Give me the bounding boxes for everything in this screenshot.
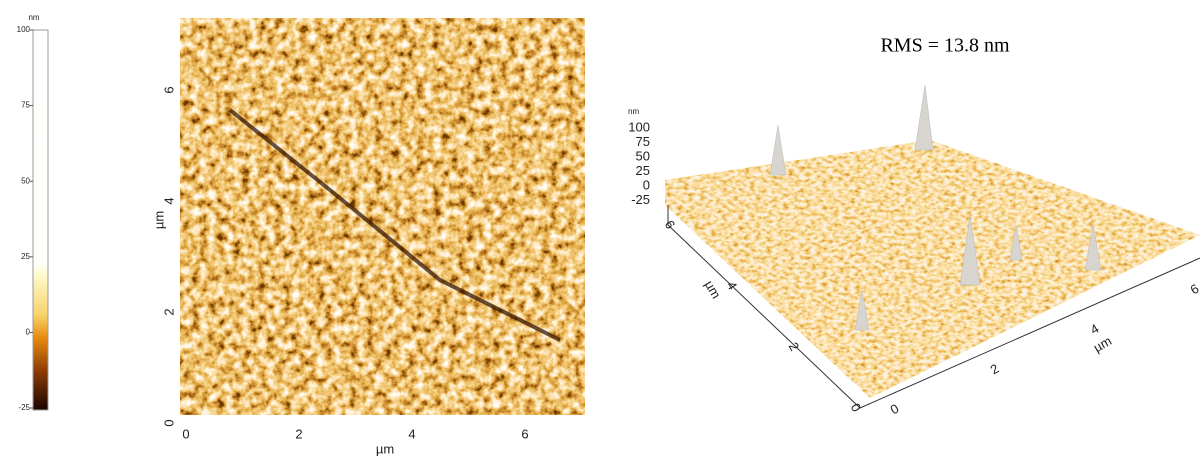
colorbar-tick-label: -25 [18, 403, 30, 412]
x-tick-label: 6 [521, 426, 528, 441]
colorbar-tick-label: 100 [17, 25, 31, 34]
z-unit: nm [628, 107, 639, 116]
x-tick-label-3d: 4 [1088, 321, 1102, 338]
x-tick-label-3d: 6 [1188, 281, 1202, 298]
height-image [180, 18, 585, 415]
x-tick-label: 4 [408, 426, 415, 441]
x-axis-label: µm [376, 441, 394, 456]
x-tick-label: 0 [182, 426, 189, 441]
surface-3d [660, 130, 1203, 405]
colorbar-tick-label: 50 [21, 176, 30, 185]
y-tick-label-3d: 0 [848, 401, 865, 415]
z-tick-label: -25 [631, 192, 650, 207]
y-axis-label: µm [151, 211, 166, 229]
x-tick-label-3d: 2 [988, 361, 1002, 378]
z-tick-label: 25 [636, 163, 650, 178]
y-tick-label: 4 [161, 197, 176, 204]
colorbar-tick-label: 25 [21, 252, 30, 261]
z-tick-label: 0 [643, 177, 650, 192]
y-tick-label: 0 [161, 419, 176, 426]
figure: nm µm µm RMS = 13.8 nm nm µm µm 10075502… [0, 0, 1203, 459]
colorbar [33, 30, 48, 410]
y-axis-label-3d: µm [702, 278, 724, 301]
rms-annotation: RMS = 13.8 nm [880, 35, 1010, 57]
z-tick-label: 100 [628, 119, 650, 134]
y-tick-label-3d: 6 [662, 218, 679, 232]
colorbar-tick-label: 75 [21, 101, 30, 110]
z-tick-label: 75 [636, 134, 650, 149]
x-tick-label-3d: 0 [888, 401, 902, 418]
z-tick-label: 50 [636, 148, 650, 163]
x-tick-label: 2 [295, 426, 302, 441]
colorbar-unit: nm [28, 13, 39, 22]
colorbar-tick-label: 0 [26, 328, 31, 337]
y-tick-label: 6 [161, 86, 176, 93]
y-tick-label-3d: 2 [786, 340, 803, 354]
y-tick-label: 2 [161, 308, 176, 315]
